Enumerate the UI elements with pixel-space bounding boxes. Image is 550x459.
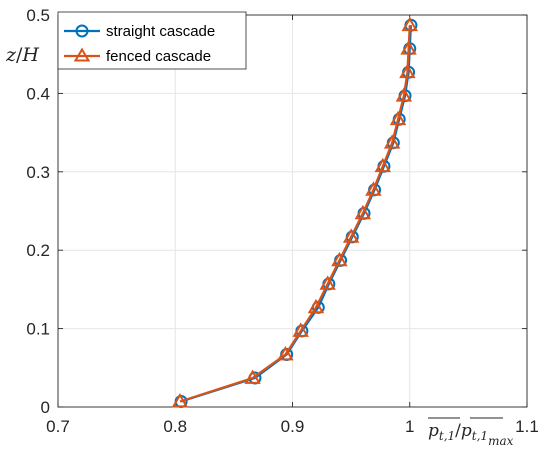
y-axis-label-z: z: [5, 44, 17, 66]
data-point-triangle: [354, 204, 372, 220]
legend-box: [57, 11, 247, 70]
data-point-triangle: [319, 275, 336, 290]
data-point-triangle: [400, 40, 417, 55]
y-axis-label: z/H: [5, 44, 39, 66]
data-point-triangle: [277, 345, 294, 361]
x-tick-label: 1.1: [515, 417, 539, 436]
y-tick-label: 0: [41, 398, 50, 417]
y-tick-label: 0.1: [26, 320, 50, 339]
y-axis-label-h: H: [21, 44, 39, 66]
tick-labels: 0.7 0.8 0.9 1 1.1 0 0.1 0.2 0.3 0.4 0.5: [26, 6, 538, 436]
legend: straight cascade fenced cascade: [57, 11, 247, 70]
data-point-triangle: [244, 369, 261, 384]
data-point-triangle: [389, 110, 407, 126]
x-axis-label-p2: p: [461, 421, 472, 441]
data-point-triangle: [342, 228, 360, 243]
y-tick-label: 0.5: [26, 6, 50, 25]
data-point-triangle: [395, 87, 413, 102]
y-axis-label-slash: /: [16, 44, 23, 66]
legend-label-straight: straight cascade: [106, 23, 215, 40]
x-axis-label-sub-max: max: [488, 434, 514, 448]
x-axis-label-sub-1: t,1: [439, 429, 455, 443]
data-point-triangle: [374, 157, 392, 173]
x-tick-label: 0.7: [46, 417, 70, 436]
series-fenced-cascade: [171, 16, 418, 408]
data-point-triangle: [401, 16, 418, 32]
legend-marker-triangle: [73, 47, 91, 62]
x-axis-label-slash: /: [455, 421, 461, 441]
data-point-triangle: [331, 251, 348, 267]
y-tick-label: 0.3: [26, 163, 50, 182]
data-point-triangle: [399, 63, 416, 79]
data-point-triangle: [292, 322, 309, 337]
x-tick-label: 0.9: [281, 417, 305, 436]
x-axis-label-sub-2: t,1: [472, 429, 488, 443]
data-point-triangle: [307, 298, 325, 314]
y-tick-label: 0.2: [26, 241, 50, 260]
series-group: [171, 16, 418, 409]
data-point-triangle: [383, 134, 401, 149]
x-tick-label: 1: [405, 417, 414, 436]
data-point-triangle: [365, 181, 382, 196]
series-line: [179, 25, 411, 403]
legend-label-fenced: fenced cascade: [106, 48, 211, 65]
legend-marker-circle: [75, 24, 89, 38]
x-tick-label: 0.8: [163, 417, 187, 436]
data-point-triangle: [171, 392, 189, 408]
y-tick-label: 0.4: [26, 84, 50, 103]
